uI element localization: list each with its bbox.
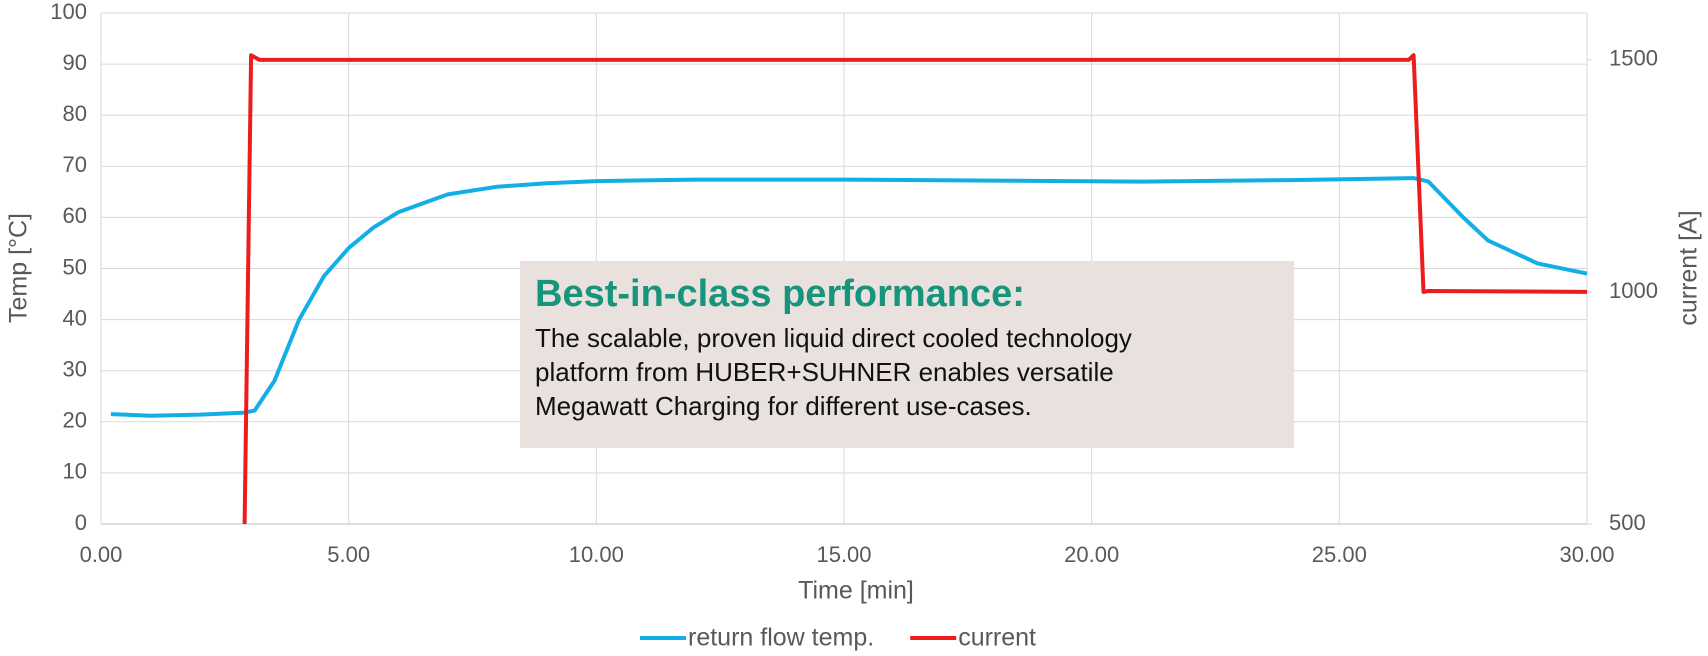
y-tick-label: 10: [63, 459, 87, 484]
y2-axis-title: current [A]: [1675, 210, 1703, 325]
annotation-text: platform from HUBER+SUHNER enables versa…: [535, 357, 1114, 387]
x-tick-label: 25.00: [1312, 542, 1367, 567]
y-tick-label: 70: [63, 152, 87, 177]
y-tick-label: 60: [63, 203, 87, 228]
y-tick-label: 20: [63, 408, 87, 433]
x-tick-label: 30.00: [1559, 542, 1614, 567]
legend-label: return flow temp.: [688, 624, 874, 652]
annotation-box: [520, 261, 1294, 448]
annotation-title: Best-in-class performance:: [535, 273, 1025, 315]
x-tick-label: 5.00: [327, 542, 370, 567]
series-line: [242, 53, 1588, 525]
y-tick-label: 50: [63, 254, 87, 279]
y2-tick-label: 1500: [1609, 46, 1658, 71]
y-tick-label: 80: [63, 101, 87, 126]
y-tick-label: 90: [63, 50, 87, 75]
y2-tick-label: 500: [1609, 510, 1646, 535]
y-tick-label: 40: [63, 305, 87, 330]
y-axis-title: Temp [°C]: [5, 213, 33, 323]
x-tick-label: 0.00: [80, 542, 123, 567]
x-tick-label: 20.00: [1064, 542, 1119, 567]
annotation-text: Megawatt Charging for different use-case…: [535, 391, 1032, 421]
x-tick-label: 15.00: [816, 542, 871, 567]
y-tick-label: 100: [50, 0, 87, 24]
y-tick-label: 30: [63, 357, 87, 382]
x-tick-label: 10.00: [569, 542, 624, 567]
series-line: [110, 176, 1588, 418]
y2-tick-label: 1000: [1609, 278, 1658, 303]
x-axis-title: Time [min]: [798, 577, 914, 605]
y-tick-label: 0: [75, 510, 87, 535]
annotation-text: The scalable, proven liquid direct coole…: [535, 323, 1132, 353]
legend-label: current: [958, 624, 1036, 652]
